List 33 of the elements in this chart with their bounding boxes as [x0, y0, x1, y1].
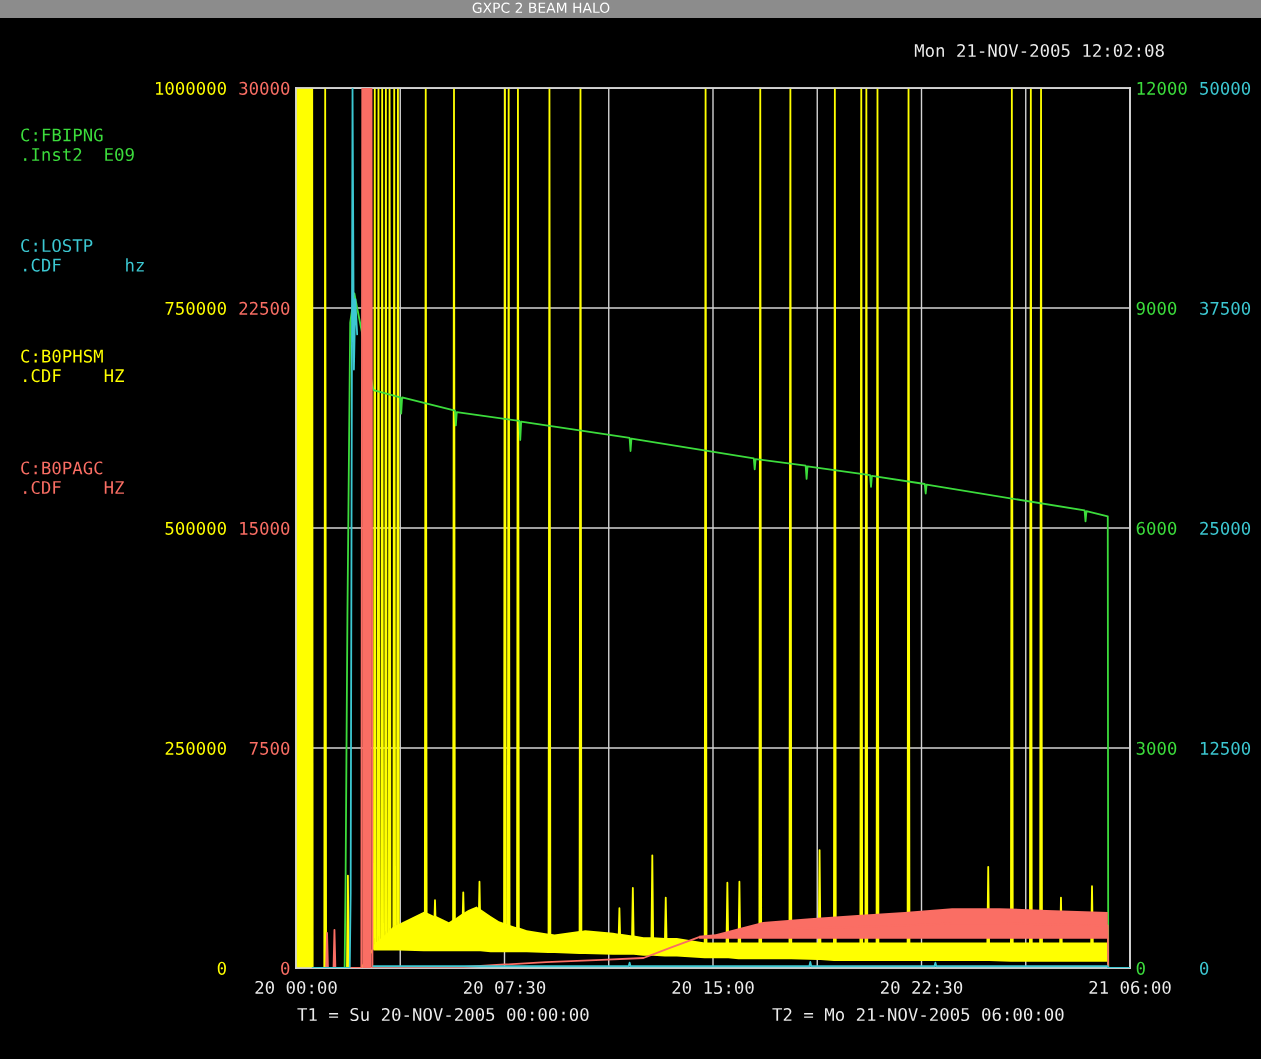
y3-tick-label: 250000	[165, 741, 226, 755]
y3-tick-label: 750000	[165, 301, 226, 315]
y-tick-label: 30000	[239, 81, 290, 95]
y-tick-label: 15000	[240, 521, 290, 535]
text: C:B0PAGC .CDF HZ	[21, 461, 124, 495]
y3-tick-label: 1000000	[156, 81, 226, 95]
y-tick-label: 22500	[239, 301, 290, 315]
y-tick-label: 9000	[1136, 301, 1177, 315]
text: C:B0PHSM .CDF HZ	[21, 349, 124, 383]
y3-tick-label: 0	[217, 961, 226, 975]
y2-tick-label: 25000	[1200, 521, 1251, 535]
y-tick-label: 7500	[249, 741, 290, 755]
y-tick-label: 0	[281, 961, 290, 975]
y-tick-label: 0	[1136, 961, 1145, 975]
text: T2 = Mo 21-NOV-2005 06:00:00	[772, 1007, 1064, 1022]
text: T1 = Su 20-NOV-2005 00:00:00	[297, 1007, 589, 1022]
x-tick-label: 20 07:30	[463, 980, 546, 995]
text: C:FBIPNG .Inst2 E09	[21, 128, 134, 162]
x-tick-label: 20 15:00	[672, 980, 754, 995]
y-tick-label: 6000	[1136, 521, 1177, 535]
y-tick-label: 12000	[1137, 81, 1187, 95]
y2-tick-label: 0	[1200, 961, 1209, 975]
y2-tick-label: 37500	[1200, 301, 1251, 315]
text: Mon 21-NOV-2005 12:02:08	[914, 43, 1164, 58]
x-tick-label: 20 00:00	[255, 980, 337, 995]
y2-tick-label: 50000	[1200, 81, 1251, 95]
chart-title: GXPC 2 BEAM HALO	[472, 2, 610, 14]
x-tick-label: 21 06:00	[1089, 980, 1171, 995]
y2-tick-label: 12500	[1201, 741, 1251, 755]
x-tick-label: 20 22:30	[880, 980, 963, 995]
y-tick-label: 3000	[1136, 741, 1177, 755]
y3-tick-label: 500000	[165, 521, 226, 535]
text: C:LOSTP .CDF hz	[21, 238, 144, 272]
